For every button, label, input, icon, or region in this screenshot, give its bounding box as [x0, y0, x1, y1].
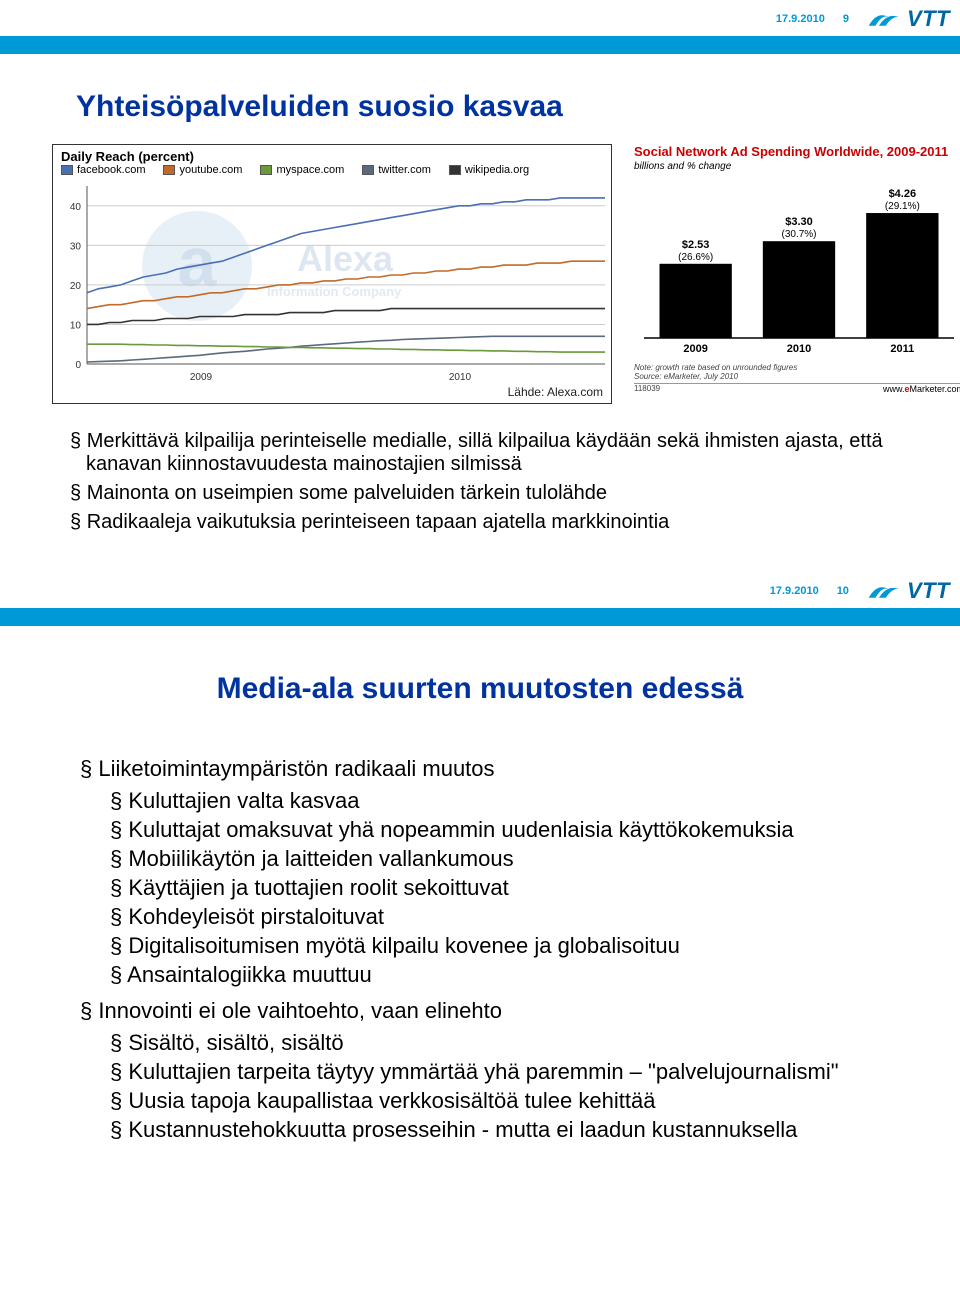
header-date: 17.9.2010 — [770, 585, 819, 597]
bar-chart-title: Social Network Ad Spending Worldwide, 20… — [634, 144, 960, 159]
bullet-item-l2: Kuluttajien tarpeita täytyy ymmärtää yhä… — [110, 1059, 890, 1085]
slide-header: 17.9.2010 9 VTT — [0, 0, 960, 36]
svg-text:(29.1%): (29.1%) — [885, 201, 920, 212]
header-blue-bar — [0, 608, 960, 626]
logo-text: VTT — [907, 578, 950, 604]
bullet-item-l2: Uusia tapoja kaupallistaa verkkosisältöä… — [110, 1088, 890, 1114]
bullet-item-l2: Ansaintalogiikka muuttuu — [110, 962, 890, 988]
logo-swoosh-icon — [867, 580, 901, 602]
svg-text:Alexa: Alexa — [297, 238, 394, 279]
svg-text:(30.7%): (30.7%) — [781, 229, 816, 240]
svg-text:$2.53: $2.53 — [682, 239, 710, 251]
bullet-item: Mainonta on useimpien some palveluiden t… — [70, 482, 900, 505]
slide1-bullets: Merkittävä kilpailija perinteiselle medi… — [40, 404, 920, 534]
header-blue-bar — [0, 36, 960, 54]
bar-chart: Social Network Ad Spending Worldwide, 20… — [634, 144, 960, 404]
bullet-item-l1: Innovointi ei ole vaihtoehto, vaan eline… — [80, 998, 890, 1024]
bullet-item-l1: Liiketoimintaympäristön radikaali muutos — [80, 756, 890, 782]
vtt-logo: VTT — [867, 578, 950, 604]
bullet-item-l2: Kustannustehokkuutta prosesseihin - mutt… — [110, 1117, 890, 1143]
logo-swoosh-icon — [867, 8, 901, 30]
legend-label: youtube.com — [179, 164, 242, 176]
legend-label: wikipedia.org — [465, 164, 529, 176]
bullet-item-l2: Kuluttajat omaksuvat yhä nopeammin uuden… — [110, 817, 890, 843]
legend-item: facebook.com — [61, 164, 145, 176]
svg-text:a: a — [178, 223, 218, 301]
svg-text:20: 20 — [70, 281, 82, 292]
legend-swatch — [449, 165, 461, 175]
svg-text:2009: 2009 — [190, 372, 213, 383]
line-chart-svg: a Alexa Information Company 0 10 20 30 40 2009 20… — [53, 180, 613, 386]
page-number: 10 — [837, 585, 849, 597]
slide-body: Yhteisöpalveluiden suosio kasvaa Daily R… — [0, 54, 960, 560]
line-chart-legend: facebook.com youtube.com myspace.com twitte… — [61, 164, 603, 176]
slide-body: Media-ala suurten muutosten edessä Liike… — [0, 626, 960, 1166]
header-date: 17.9.2010 — [776, 13, 825, 25]
svg-text:2009: 2009 — [683, 343, 707, 355]
bullet-item-l2: Käyttäjien ja tuottajien roolit sekoittu… — [110, 875, 890, 901]
bar-chart-brand: www.eMarketer.com — [883, 384, 960, 394]
legend-label: myspace.com — [276, 164, 344, 176]
charts-row: Daily Reach (percent) facebook.com youtub… — [40, 144, 920, 404]
bar-chart-id: 118039 — [634, 384, 660, 394]
page-number: 9 — [843, 13, 849, 25]
bar-chart-subtitle: billions and % change — [634, 161, 960, 172]
svg-text:0: 0 — [75, 360, 81, 371]
svg-text:(26.6%): (26.6%) — [678, 252, 713, 263]
line-chart: Daily Reach (percent) facebook.com youtub… — [52, 144, 612, 404]
logo-text: VTT — [907, 6, 950, 32]
svg-text:30: 30 — [70, 241, 82, 252]
legend-label: twitter.com — [378, 164, 431, 176]
bullet-item-l2: Digitalisoitumisen myötä kilpailu kovene… — [110, 933, 890, 959]
svg-text:$3.30: $3.30 — [785, 216, 813, 228]
legend-label: facebook.com — [77, 164, 145, 176]
slide-title: Yhteisöpalveluiden suosio kasvaa — [76, 90, 920, 124]
slide2-bullets: Liiketoimintaympäristön radikaali muutos… — [40, 736, 920, 1143]
svg-text:2010: 2010 — [449, 372, 472, 383]
svg-text:$4.26: $4.26 — [889, 188, 917, 200]
bar-chart-source: Source: eMarketer, July 2010 — [634, 372, 960, 381]
legend-item: wikipedia.org — [449, 164, 529, 176]
svg-text:2011: 2011 — [890, 343, 914, 355]
slide-1: 17.9.2010 9 VTT Yhteisöpalveluiden suosi… — [0, 0, 960, 560]
legend-swatch — [61, 165, 73, 175]
svg-text:Information Company: Information Company — [267, 284, 402, 299]
legend-swatch — [163, 165, 175, 175]
legend-item: twitter.com — [362, 164, 431, 176]
svg-text:10: 10 — [70, 320, 82, 331]
bullet-item-l2: Sisältö, sisältö, sisältö — [110, 1030, 890, 1056]
legend-swatch — [260, 165, 272, 175]
legend-swatch — [362, 165, 374, 175]
line-chart-title: Daily Reach (percent) — [61, 149, 603, 164]
bullet-item: Merkittävä kilpailija perinteiselle medi… — [70, 430, 900, 476]
bar-chart-svg: $2.53(26.6%) 2009 $3.30(30.7%) 2010 $4.26(29… — [634, 178, 960, 358]
slide-header: 17.9.2010 10 VTT — [0, 572, 960, 608]
slide-title: Media-ala suurten muutosten edessä — [40, 672, 920, 706]
bullet-item-l2: Kuluttajien valta kasvaa — [110, 788, 890, 814]
svg-text:2010: 2010 — [787, 343, 811, 355]
line-chart-source: Lähde: Alexa.com — [508, 385, 603, 399]
bar-chart-note: Note: growth rate based on unrounded fig… — [634, 363, 960, 372]
bullet-item-l2: Kohdeyleisöt pirstaloituvat — [110, 904, 890, 930]
bullet-item-l2: Mobiilikäytön ja laitteiden vallankumous — [110, 846, 890, 872]
svg-text:40: 40 — [70, 202, 82, 213]
slide-2: 17.9.2010 10 VTT Media-ala suurten muuto… — [0, 572, 960, 1166]
legend-item: youtube.com — [163, 164, 242, 176]
legend-item: myspace.com — [260, 164, 344, 176]
vtt-logo: VTT — [867, 6, 950, 32]
bullet-item: Radikaaleja vaikutuksia perinteiseen tap… — [70, 511, 900, 534]
